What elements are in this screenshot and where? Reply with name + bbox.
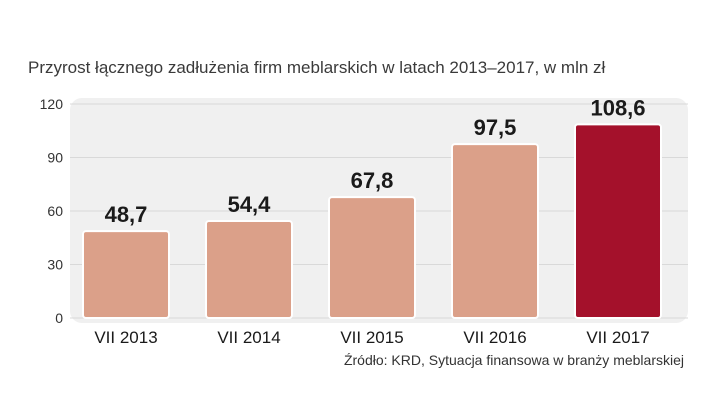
y-tick-label: 30 — [47, 257, 63, 273]
y-tick-label: 0 — [55, 310, 63, 326]
bars — [82, 123, 662, 320]
value-label: 48,7 — [105, 202, 148, 227]
x-tick-label: VII 2013 — [94, 328, 157, 347]
bar-vii-2013 — [82, 230, 170, 320]
x-tick-label: VII 2015 — [340, 328, 403, 347]
bar-vii-2017 — [574, 123, 662, 319]
bar-vii-2015 — [328, 196, 416, 319]
x-tick-label: VII 2017 — [586, 328, 649, 347]
source-note: Źródło: KRD, Sytuacja finansowa w branży… — [343, 352, 684, 368]
chart-title: Przyrost łącznego zadłużenia firm meblar… — [28, 58, 606, 77]
bar-vii-2016 — [451, 143, 539, 319]
value-label: 97,5 — [474, 115, 517, 140]
x-tick-label: VII 2014 — [217, 328, 280, 347]
value-labels: 48,7 54,4 67,8 97,5 108,6 — [105, 95, 646, 227]
y-tick-label: 120 — [40, 96, 64, 112]
value-label: 67,8 — [351, 168, 394, 193]
y-tick-label: 90 — [47, 150, 63, 166]
value-label: 54,4 — [228, 192, 272, 217]
x-axis-ticks: VII 2013 VII 2014 VII 2015 VII 2016 VII 2017 — [94, 328, 649, 347]
bar-vii-2014 — [205, 219, 293, 319]
x-tick-label: VII 2016 — [463, 328, 526, 347]
value-label: 108,6 — [590, 95, 645, 120]
y-axis-ticks: 0 30 60 90 120 — [40, 96, 64, 326]
y-tick-label: 60 — [47, 203, 63, 219]
